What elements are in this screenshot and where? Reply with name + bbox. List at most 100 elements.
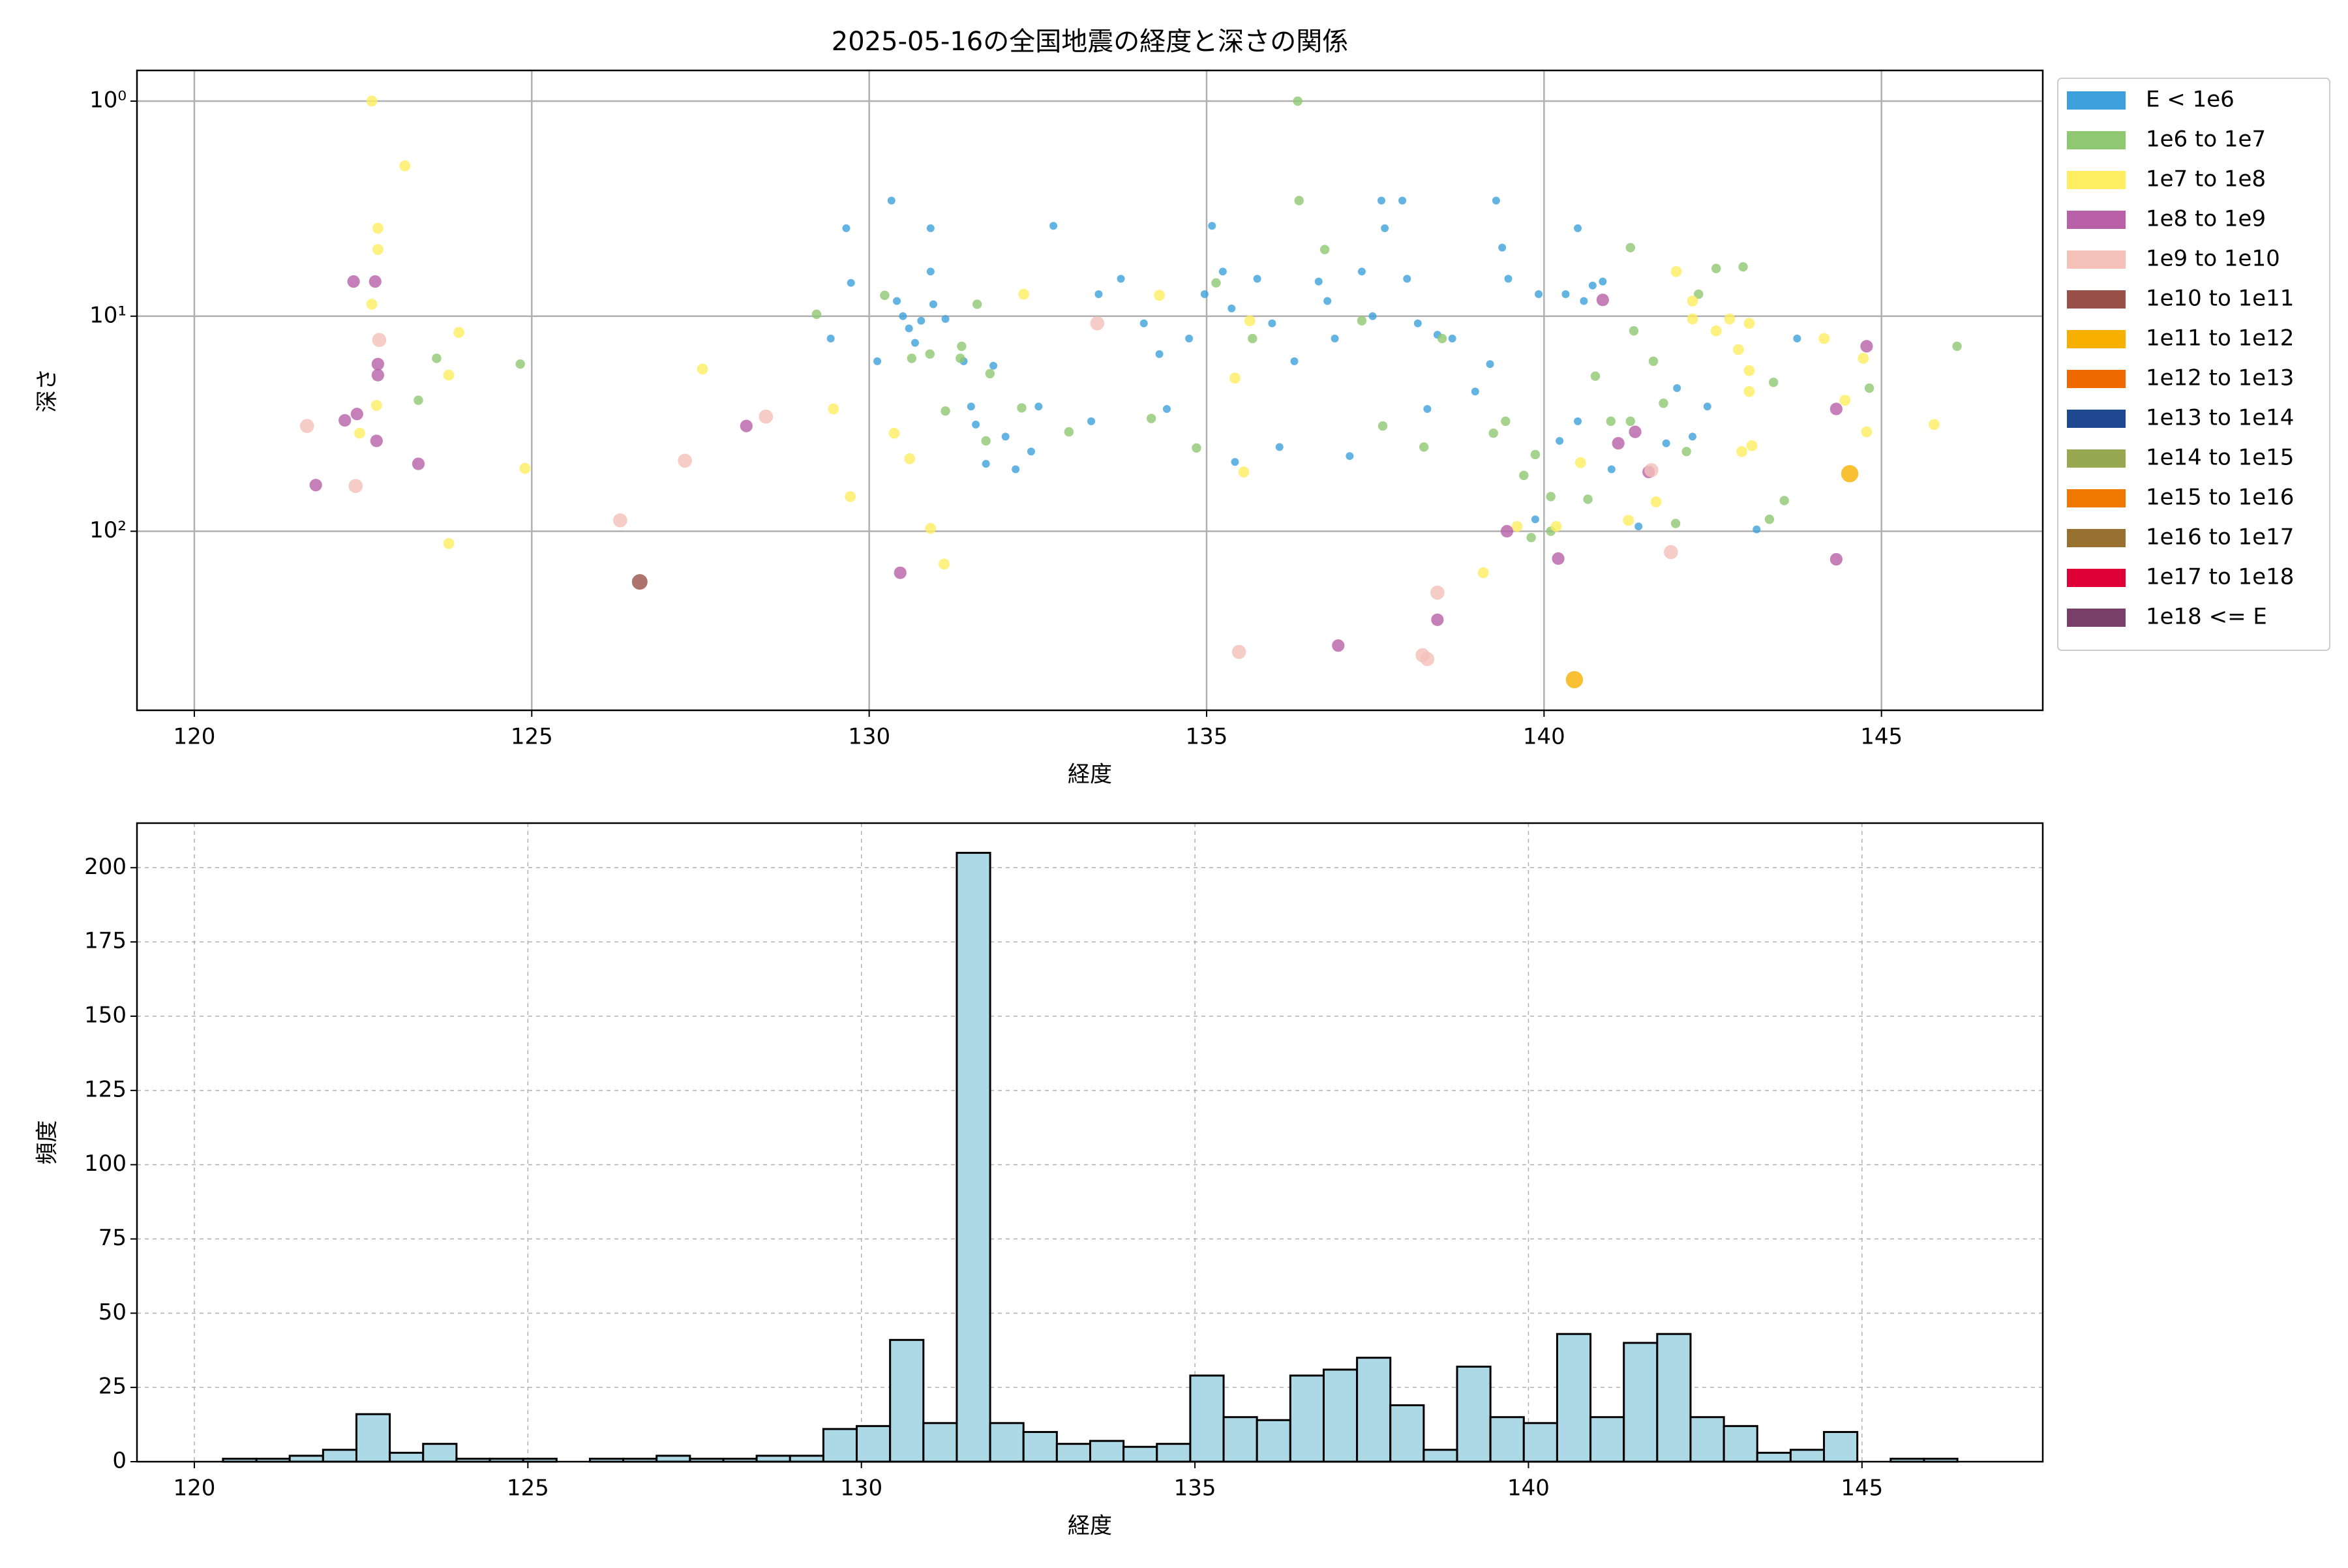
legend-label: E < 1e6 [2146, 87, 2235, 113]
scatter-point [1238, 466, 1250, 477]
histogram-bar [1456, 1365, 1492, 1463]
legend-swatch [2067, 290, 2126, 309]
scatter-point [826, 334, 835, 342]
scatter-point [1275, 443, 1284, 451]
scatter-point [1629, 326, 1639, 336]
histogram-bar [789, 1455, 824, 1463]
scatter-point [1703, 402, 1711, 411]
scatter-point [888, 427, 900, 439]
y-tick-label: 125 [84, 1076, 127, 1102]
scatter-point [1550, 520, 1562, 532]
histogram-bar [322, 1449, 357, 1463]
scatter-point [899, 312, 907, 320]
scatter-point [982, 460, 990, 468]
legend-label: 1e7 to 1e8 [2146, 166, 2266, 192]
scatter-point [1200, 290, 1209, 299]
histogram-bar [922, 1422, 958, 1463]
scatter-point [1552, 552, 1565, 565]
scatter-point [1574, 417, 1582, 425]
scatter-point [1049, 222, 1058, 230]
scatter-point [1018, 288, 1029, 300]
scatter-point [904, 453, 916, 464]
scatter-point [1818, 333, 1830, 344]
scatter-point [989, 361, 998, 370]
scatter-point [1711, 264, 1721, 273]
scatter-point [1561, 290, 1570, 299]
scatter-point [828, 403, 839, 415]
legend-swatch [2067, 370, 2126, 388]
scatter-point [1192, 443, 1201, 453]
scatter-point [1117, 275, 1125, 283]
scatter-point [917, 316, 926, 325]
scatter-point [1139, 319, 1148, 327]
scatter-point [412, 457, 425, 470]
scatter-point [1673, 384, 1681, 393]
scatter-point [893, 297, 901, 305]
x-axis-label: 経度 [1068, 1513, 1112, 1539]
scatter-point [880, 290, 890, 301]
scatter-point [1779, 496, 1789, 505]
scatter-point [372, 222, 384, 234]
scatter-point [1583, 494, 1593, 504]
scatter-point [1154, 290, 1165, 301]
scatter-point [299, 419, 314, 433]
scatter-point [1017, 403, 1027, 413]
histogram-bar [956, 852, 991, 1463]
y-tick-label: 150 [84, 1002, 127, 1028]
scatter-point [941, 406, 950, 416]
scatter-point [1574, 457, 1586, 468]
scatter-point [1323, 297, 1332, 305]
histogram-bar [822, 1428, 858, 1463]
scatter-point [972, 420, 980, 429]
x-tick-label: 145 [1860, 724, 1903, 750]
scatter-point [1034, 402, 1043, 411]
histogram-bar [1556, 1333, 1592, 1463]
histogram-bar [355, 1413, 391, 1463]
scatter-point [1829, 402, 1843, 415]
scatter-point [1662, 439, 1670, 447]
x-tick-label: 135 [1174, 1475, 1216, 1501]
scatter-point [811, 309, 822, 320]
scatter-point [1590, 371, 1601, 381]
y-tick-label: 10¹ [89, 302, 127, 328]
histogram-bar [1055, 1443, 1092, 1463]
scatter-point [1087, 417, 1096, 425]
scatter-point [1090, 316, 1105, 331]
histogram-bar [1189, 1374, 1225, 1463]
scatter-point [1211, 278, 1221, 288]
scatter-point [339, 414, 352, 427]
y-tick-label: 200 [84, 854, 127, 880]
scatter-point [847, 279, 855, 287]
scatter-point [1860, 340, 1873, 353]
legend-swatch [2067, 171, 2126, 189]
legend-swatch [2067, 489, 2126, 507]
scatter-point [941, 315, 950, 324]
scatter-point [926, 267, 935, 276]
axes-frame [136, 822, 2044, 1463]
scatter-point [925, 349, 935, 359]
scatter-point [1526, 532, 1536, 543]
scatter-point [1768, 377, 1779, 387]
scatter-point [1500, 524, 1514, 538]
y-tick-label: 25 [98, 1374, 127, 1400]
scatter-point [1829, 552, 1843, 566]
scatter-point [1501, 416, 1511, 427]
scatter-point [1746, 440, 1758, 451]
scatter-point [1504, 275, 1513, 283]
scatter-point [1535, 290, 1543, 299]
scatter-point [453, 327, 464, 339]
scatter-point [1368, 312, 1377, 320]
legend-swatch [2067, 330, 2126, 348]
scatter-point [1357, 267, 1366, 276]
scatter-point [1332, 639, 1345, 652]
x-tick-label: 120 [173, 724, 215, 750]
scatter-point [1519, 470, 1529, 481]
scatter-point [1659, 399, 1668, 408]
legend-swatch [2067, 250, 2126, 269]
scatter-point [1314, 277, 1323, 286]
x-tick-label: 125 [511, 724, 553, 750]
scatter-point [350, 408, 363, 421]
scatter-point [1753, 525, 1761, 534]
histogram-bar [1422, 1449, 1458, 1463]
